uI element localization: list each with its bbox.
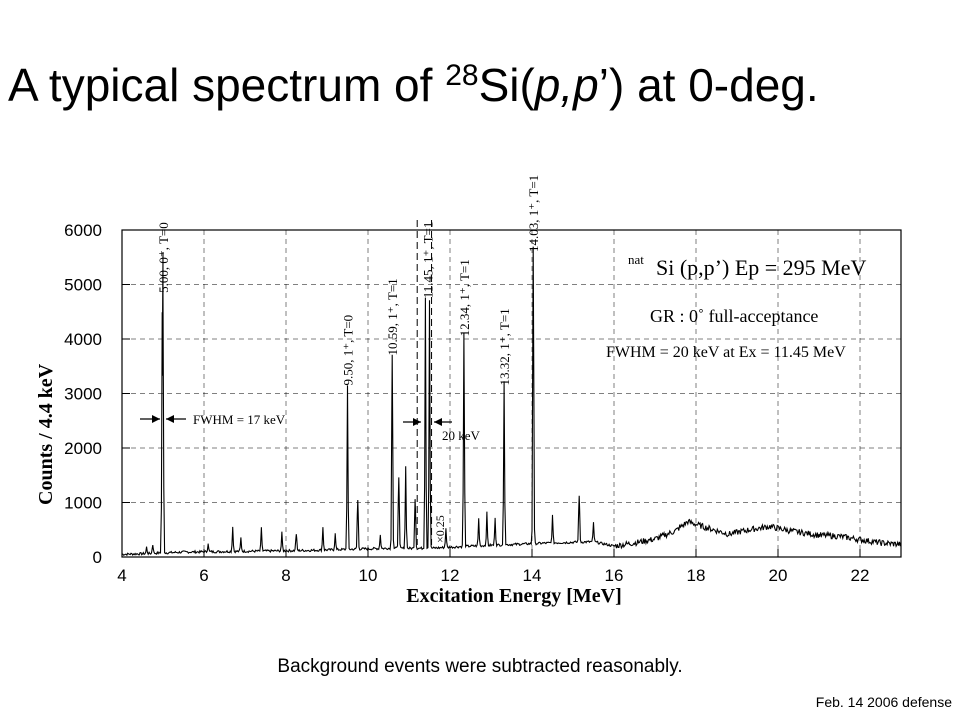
title-end: ’) at 0-deg.	[598, 59, 819, 111]
peak-label: 9.50, 1⁺, T=0	[341, 315, 356, 386]
y-tick-label: 2000	[64, 439, 102, 458]
slide-caption: Background events were subtracted reason…	[277, 656, 683, 677]
y-axis-label: Counts / 4.4 keV	[35, 363, 57, 505]
x-tick-label: 18	[687, 566, 706, 585]
peak-markers	[416, 220, 433, 545]
y-tick-label: 1000	[64, 494, 102, 513]
grid	[121, 229, 901, 557]
peak-labels: 5.00, 0⁺, T=0 9.50, 1⁺, T=0 10.59, 1⁺, T=1…	[156, 175, 541, 386]
experiment-annotation: nat Si (p,p’) Ep = 295 MeV GR : 0˚ full-…	[606, 252, 866, 361]
x-tick-label: 10	[359, 566, 378, 585]
peak-label: 13.32, 1⁺, T=1	[497, 308, 512, 385]
title-main: Si(	[478, 59, 535, 111]
page-title: A typical spectrum of 28Si(p,p’) at 0-de…	[8, 60, 958, 111]
peak-label: 10.59, 1⁺, T=1	[385, 278, 400, 355]
y-tick-label: 4000	[64, 330, 102, 349]
fwhm-right-label: 20 keV	[442, 428, 481, 443]
x-tick-label: 14	[523, 566, 542, 585]
fwhm-annotation-left: FWHM = 17 keV	[140, 412, 286, 427]
y-tick-label: 3000	[64, 385, 102, 404]
acceptance-line: GR : 0˚ full-acceptance	[650, 306, 818, 326]
title-mass-number: 28	[445, 59, 479, 92]
x-tick-label: 20	[769, 566, 788, 585]
y-tick-label: 0	[93, 548, 102, 567]
resolution-line: FWHM = 20 keV at Ex = 11.45 MeV	[606, 344, 846, 361]
spectrum-line	[121, 246, 902, 557]
x-tick-label: 22	[851, 566, 870, 585]
reaction-line: Si (p,p’) Ep = 295 MeV	[656, 255, 866, 280]
x-tick-label: 12	[441, 566, 460, 585]
spectrum-chart: 4 6 8 10 12 14 16 18 20 22 0 1000 2000 3000 4000 5000 60…	[35, 175, 902, 607]
fwhm-left-label: FWHM = 17 keV	[193, 412, 286, 427]
title-reaction: p,p	[534, 59, 599, 111]
x-tick-label: 4	[117, 566, 126, 585]
x-axis-label: Excitation Energy [MeV]	[406, 585, 622, 607]
peak-label: 12.34, 1⁺, T=1	[457, 259, 472, 336]
nat-superscript: nat	[628, 252, 644, 267]
axis-ticks: 4 6 8 10 12 14 16 18 20 22 0 1000 2000 3000 4000 5000 60…	[64, 221, 869, 585]
fwhm-annotation-right: 20 keV	[403, 418, 481, 443]
x-tick-label: 8	[281, 566, 290, 585]
title-prefix: A typical spectrum of	[8, 59, 446, 111]
peak-label: 11.45, 1⁺, T=1	[420, 222, 435, 299]
x-tick-label: 16	[605, 566, 624, 585]
y-tick-label: 6000	[64, 221, 102, 240]
slide-footer: Feb. 14 2006 defense	[815, 694, 952, 710]
peak-label: 5.00, 0⁺, T=0	[156, 222, 171, 293]
y-tick-label: 5000	[64, 276, 102, 295]
peak-label: 14.03, 1⁺, T=1	[526, 175, 541, 252]
scale-factor-label: ×0.25	[433, 515, 447, 543]
x-tick-label: 6	[199, 566, 208, 585]
